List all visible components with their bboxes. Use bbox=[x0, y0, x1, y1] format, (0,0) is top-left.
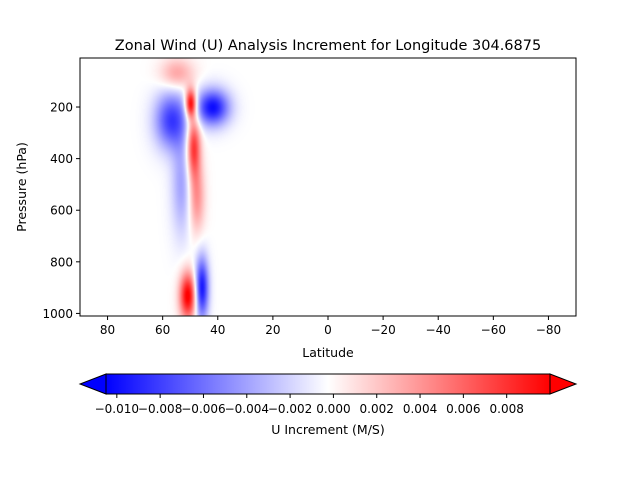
colorbar-label: U Increment (M/S) bbox=[271, 422, 385, 437]
colorbar: −0.010−0.008−0.006−0.004−0.002 0.000 0.002… bbox=[78, 373, 578, 437]
colorbar-tick-label: −0.006 bbox=[181, 402, 225, 416]
colorbar-tick-label: 0.006 bbox=[446, 402, 480, 416]
y-tick-label: 600 bbox=[50, 204, 73, 218]
chart-title: Zonal Wind (U) Analysis Increment for Lo… bbox=[115, 38, 541, 54]
colorbar-tick-label: −0.004 bbox=[225, 402, 269, 416]
colorbar-tick-label: −0.010 bbox=[95, 402, 139, 416]
colorbar-tick-label: −0.002 bbox=[268, 402, 312, 416]
x-tick-label: −80 bbox=[536, 323, 561, 337]
colorbar-gradient bbox=[105, 373, 551, 395]
heatmap-image bbox=[80, 58, 576, 316]
x-tick-label: 60 bbox=[155, 323, 170, 337]
colorbar-tick-label: −0.008 bbox=[138, 402, 182, 416]
y-tick-label: 400 bbox=[50, 152, 73, 166]
x-axis-label: Latitude bbox=[302, 345, 354, 360]
x-tick-label: −60 bbox=[481, 323, 506, 337]
colorbar-extend-high bbox=[549, 373, 578, 395]
y-axis-label: Pressure (hPa) bbox=[14, 142, 29, 232]
x-tick-label: 20 bbox=[265, 323, 280, 337]
x-tick-label: −40 bbox=[426, 323, 451, 337]
colorbar-tick-label: 0.008 bbox=[490, 402, 524, 416]
colorbar-tick-label: 0.004 bbox=[403, 402, 437, 416]
y-tick-label: 800 bbox=[50, 255, 73, 269]
y-tick-label: 200 bbox=[50, 101, 73, 115]
heatmap-area bbox=[80, 58, 576, 316]
x-tick-label: 0 bbox=[324, 323, 332, 337]
y-axis: 200 400 600 800 1000 bbox=[42, 101, 80, 321]
colorbar-ticks: −0.010−0.008−0.006−0.004−0.002 0.000 0.002… bbox=[95, 394, 524, 416]
colorbar-tick-label: 0.000 bbox=[316, 402, 350, 416]
colorbar-tick-label: 0.002 bbox=[360, 402, 394, 416]
x-tick-label: 40 bbox=[210, 323, 225, 337]
x-tick-label: −20 bbox=[370, 323, 395, 337]
x-axis: 80 60 40 20 0 −20 −40 −60 −80 bbox=[100, 316, 561, 337]
y-tick-label: 1000 bbox=[42, 307, 73, 321]
colorbar-extend-low bbox=[78, 373, 107, 395]
x-tick-label: 80 bbox=[100, 323, 115, 337]
